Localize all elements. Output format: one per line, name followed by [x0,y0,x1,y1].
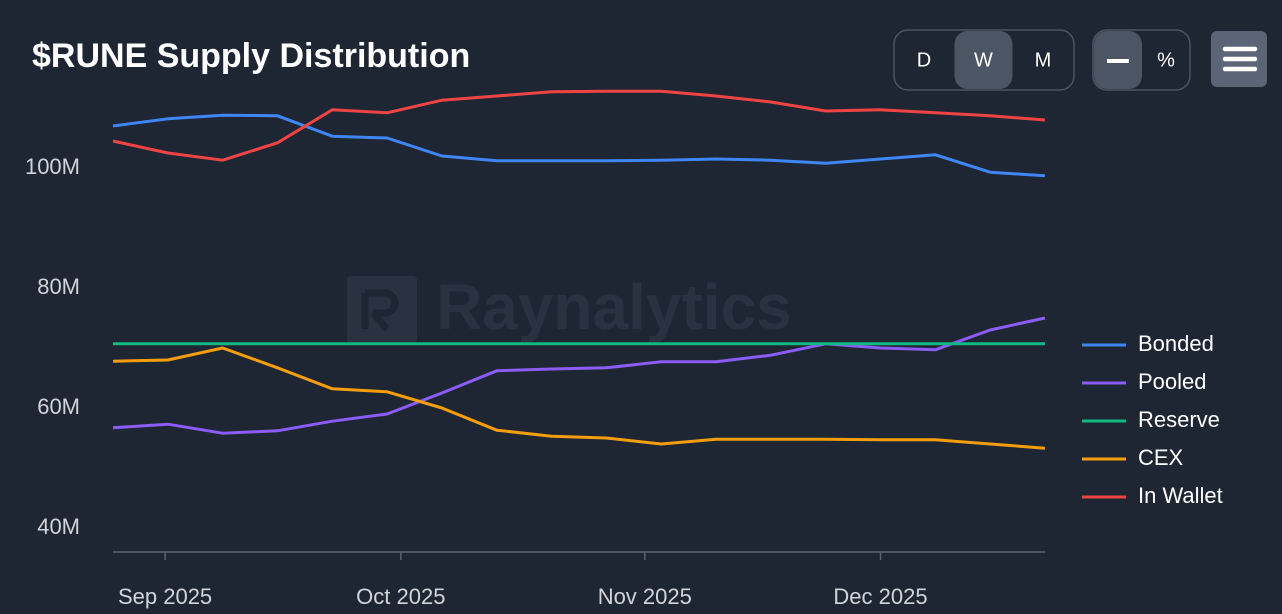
watermark: Raynalytics [347,271,792,344]
series-line [112,316,1046,435]
x-tick-label: Sep 2025 [118,584,212,609]
legend-label[interactable]: Bonded [1138,331,1214,356]
legend-label[interactable]: Pooled [1138,369,1207,394]
y-tick-label: 60M [37,394,80,419]
series-line [112,346,1046,450]
legend-label[interactable]: Reserve [1138,407,1220,432]
x-tick-label: Oct 2025 [356,584,445,609]
series-line [112,89,1046,162]
y-tick-label: 80M [37,274,80,299]
x-tick-label: Dec 2025 [833,584,927,609]
period-button-selected[interactable] [954,31,1013,89]
percent-button[interactable]: % [1157,49,1175,71]
view-group-frame [1092,29,1191,91]
menu-button[interactable] [1211,31,1267,87]
period-group-frame [893,29,1075,91]
series-line [112,113,1046,178]
y-tick-label: 100M [25,154,80,179]
y-tick-label: 40M [37,514,80,539]
period-button[interactable]: D [917,49,931,71]
menu-icon [1222,46,1258,72]
watermark-text: Raynalytics [436,271,792,343]
legend-label[interactable]: CEX [1138,445,1184,470]
legend-label[interactable]: In Wallet [1138,483,1223,508]
view-toggle: % [1092,29,1191,91]
watermark-logo-mark [361,289,399,332]
period-button[interactable]: M [1035,49,1052,71]
x-tick-label: Nov 2025 [598,584,692,609]
chart-title: $RUNE Supply Distribution [32,37,470,75]
period-button[interactable]: W [974,49,993,71]
